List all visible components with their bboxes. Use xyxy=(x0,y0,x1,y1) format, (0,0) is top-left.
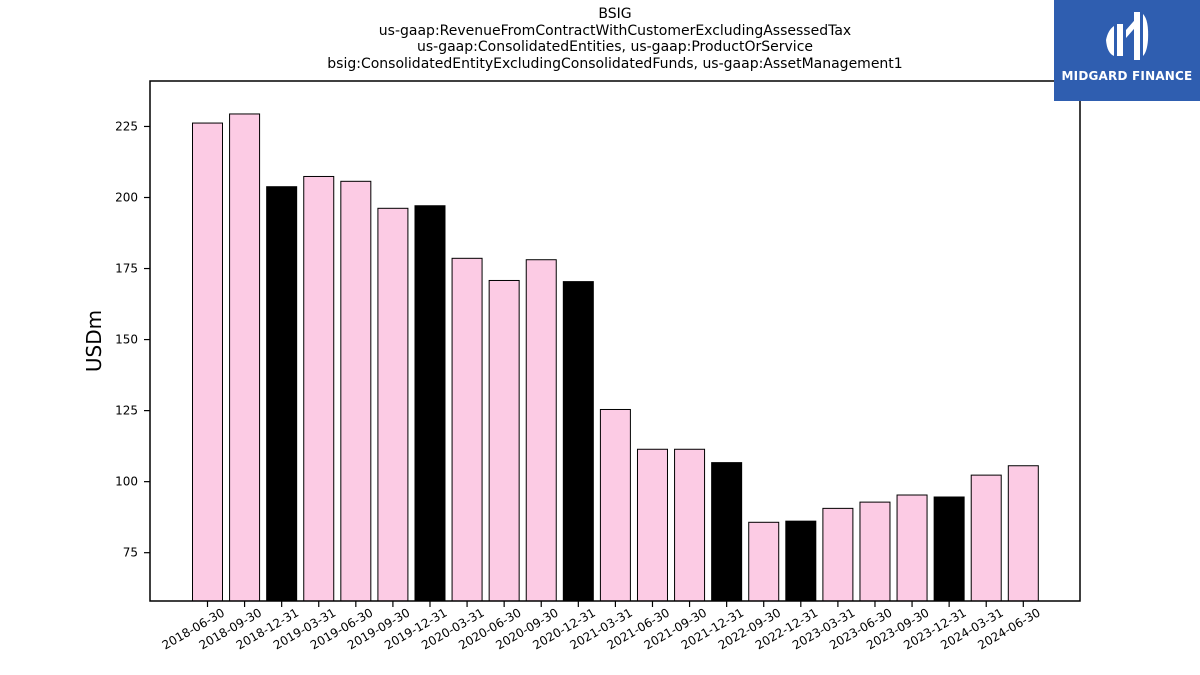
y-tick-label: 150 xyxy=(115,333,138,347)
y-tick-label: 175 xyxy=(115,262,138,276)
bar xyxy=(785,520,817,602)
bar xyxy=(896,494,928,602)
y-tick-label: 100 xyxy=(115,475,138,489)
bar xyxy=(229,113,261,602)
bar xyxy=(488,279,520,602)
bar xyxy=(822,507,854,602)
bar xyxy=(192,122,223,602)
bar xyxy=(340,180,372,602)
chart-subtitle-line-2: us-gaap:ConsolidatedEntities, us-gaap:Pr… xyxy=(417,39,813,55)
bar xyxy=(525,259,557,602)
chart-title: BSIG xyxy=(598,6,632,22)
y-tick-label: 225 xyxy=(115,119,138,133)
bar xyxy=(674,448,706,602)
logo-text: MIDGARD FINANCE xyxy=(1061,69,1193,83)
logo-mark-icon xyxy=(1106,12,1149,60)
midgard-finance-logo: MIDGARD FINANCE xyxy=(1054,0,1200,101)
bar xyxy=(303,175,335,602)
y-axis-label: USDm xyxy=(82,310,106,372)
chart-title-block: BSIG us-gaap:RevenueFromContractWithCust… xyxy=(150,6,1080,72)
bar xyxy=(970,474,1002,602)
bar xyxy=(377,207,409,602)
y-tick-label: 125 xyxy=(115,404,138,418)
bar xyxy=(266,186,298,602)
bar xyxy=(599,408,631,602)
bar xyxy=(748,521,780,602)
y-tick-label: 200 xyxy=(115,191,138,205)
y-tick-label: 75 xyxy=(123,546,138,560)
bar xyxy=(636,448,668,602)
bar xyxy=(1007,465,1039,602)
bar xyxy=(859,501,891,602)
chart-subtitle-line-3: bsig:ConsolidatedEntityExcludingConsolid… xyxy=(327,55,903,72)
bar xyxy=(933,496,965,602)
bar xyxy=(562,281,594,602)
bar xyxy=(451,257,483,602)
bar xyxy=(414,205,446,602)
chart-subtitle-line-1: us-gaap:RevenueFromContractWithCustomerE… xyxy=(378,22,852,39)
bar xyxy=(711,462,743,602)
